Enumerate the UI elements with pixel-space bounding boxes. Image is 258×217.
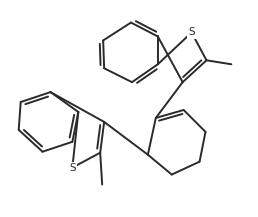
Text: S: S xyxy=(69,163,76,173)
Text: S: S xyxy=(188,28,195,38)
